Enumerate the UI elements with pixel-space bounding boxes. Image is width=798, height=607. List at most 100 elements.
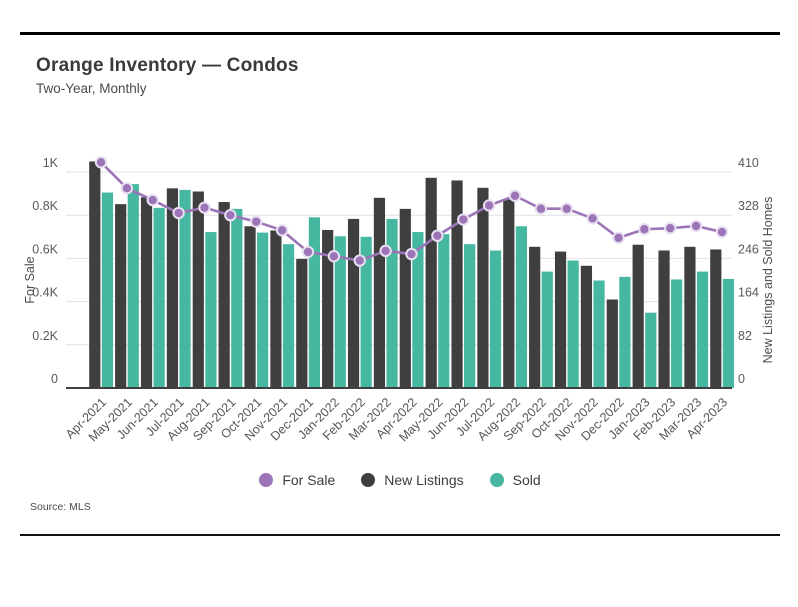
for-sale-point-Nov-2021: [275, 224, 289, 237]
legend-label-for-sale: For Sale: [282, 472, 336, 488]
bar-new-listings-Oct-2021: [244, 226, 256, 388]
bar-new-listings-Mar-2023: [684, 246, 696, 388]
for-sale-point-Nov-2022: [586, 212, 599, 225]
bar-sold-Feb-2022: [360, 236, 372, 388]
left-axis-tick: 0.4K: [32, 286, 58, 300]
bar-new-listings-Jan-2022: [322, 229, 334, 388]
sold-swatch-icon: [489, 473, 504, 487]
bar-sold-Jan-2023: [645, 312, 657, 388]
for-sale-point-Oct-2022: [560, 202, 573, 215]
bar-sold-Oct-2021: [257, 232, 269, 388]
source-note: Source: MLS: [30, 501, 91, 513]
right-axis-title: New Listings and Sold Homes: [761, 197, 775, 364]
for-sale-point-Jan-2023: [638, 223, 651, 236]
for-sale-point-Aug-2022: [508, 189, 522, 202]
for-sale-point-Aug-2021: [198, 201, 211, 214]
bar-sold-Sep-2022: [541, 271, 553, 388]
bar-new-listings-Jun-2021: [140, 197, 153, 388]
bar-sold-Aug-2021: [205, 232, 217, 388]
bar-sold-Nov-2022: [593, 280, 605, 388]
bar-sold-May-2021: [127, 184, 139, 388]
bar-new-listings-Apr-2021: [89, 161, 101, 388]
legend-item-sold: Sold: [489, 472, 541, 488]
for-sale-swatch-icon: [259, 473, 274, 487]
bar-sold-Jun-2021: [153, 207, 165, 388]
bar-sold-Sep-2021: [231, 208, 243, 388]
for-sale-point-Sep-2022: [534, 202, 548, 215]
for-sale-point-Mar-2022: [379, 244, 392, 258]
bar-sold-Mar-2022: [386, 218, 398, 388]
legend-label-new-listings: New Listings: [384, 472, 464, 488]
new-listings-swatch-icon: [361, 473, 376, 487]
chart-header: Orange Inventory — Condos Two-Year, Mont…: [20, 35, 780, 99]
for-sale-point-Dec-2022: [612, 231, 625, 245]
bar-new-listings-Dec-2021: [296, 258, 308, 388]
bar-new-listings-Sep-2021: [218, 202, 230, 388]
bar-new-listings-Aug-2021: [192, 191, 204, 388]
for-sale-point-Dec-2021: [301, 245, 315, 259]
left-axis-tick: 0.2K: [32, 329, 58, 343]
for-sale-point-Apr-2022: [405, 247, 418, 261]
for-sale-point-Apr-2023: [715, 225, 729, 239]
bar-new-listings-Apr-2023: [710, 249, 722, 388]
bar-new-listings-Oct-2022: [554, 251, 567, 388]
bar-sold-May-2022: [438, 234, 450, 388]
for-sale-point-Mar-2023: [689, 219, 703, 233]
bar-sold-Jun-2022: [464, 244, 476, 388]
bar-new-listings-Nov-2021: [270, 230, 282, 388]
bar-new-listings-Nov-2022: [580, 265, 593, 388]
bar-new-listings-Sep-2022: [529, 246, 541, 388]
chart-legend: For Sale New Listings Sold: [20, 467, 780, 493]
bar-sold-Apr-2022: [412, 232, 424, 388]
bar-new-listings-May-2022: [425, 177, 437, 388]
bar-sold-Jul-2021: [179, 189, 191, 388]
bar-new-listings-Jul-2021: [166, 188, 179, 388]
bar-new-listings-Jul-2022: [477, 187, 489, 388]
bar-sold-Jul-2022: [489, 250, 502, 388]
bar-sold-Apr-2023: [722, 278, 734, 388]
left-axis-tick: 0.6K: [32, 242, 58, 256]
bar-sold-Dec-2022: [619, 276, 631, 388]
chart-canvas: 0 0 0.2K 82 0.4K 164 0.6K 246 0.8K 328 1K 410 For Sa…: [23, 156, 775, 444]
for-sale-point-Jul-2022: [482, 199, 496, 212]
right-axis-tick: 328: [738, 199, 759, 213]
left-axis-tick: 0: [51, 372, 58, 386]
bar-new-listings-May-2021: [115, 204, 127, 388]
chart-card: Orange Inventory — Condos Two-Year, Mont…: [20, 32, 780, 536]
left-axis-title: For Sale: [23, 256, 37, 303]
for-sale-point-Feb-2022: [353, 254, 366, 267]
bar-new-listings-Mar-2022: [373, 197, 386, 388]
bar-sold-Aug-2022: [515, 226, 527, 388]
bar-new-listings-Aug-2022: [503, 199, 515, 388]
bar-sold-Jan-2022: [334, 236, 346, 388]
right-axis-tick: 82: [738, 329, 752, 343]
bar-new-listings-Jun-2022: [451, 180, 463, 388]
for-sale-point-Jun-2021: [146, 193, 159, 207]
for-sale-point-Oct-2021: [250, 215, 263, 228]
for-sale-point-Jun-2022: [457, 213, 470, 226]
bar-sold-Oct-2022: [567, 260, 579, 388]
chart-title: Orange Inventory — Condos: [36, 55, 299, 76]
for-sale-point-Feb-2023: [664, 221, 677, 235]
right-axis-tick: 0: [738, 372, 745, 386]
for-sale-point-Sep-2021: [224, 209, 237, 222]
left-axis-tick: 0.8K: [32, 199, 58, 213]
legend-item-new-listings: New Listings: [361, 472, 464, 488]
right-axis-tick: 246: [738, 242, 759, 256]
for-sale-point-Jan-2022: [327, 250, 341, 263]
bar-new-listings-Feb-2023: [658, 250, 670, 388]
for-sale-point-May-2021: [120, 182, 134, 195]
legend-item-for-sale: For Sale: [259, 472, 335, 488]
left-axis-tick: 1K: [43, 156, 59, 170]
bar-new-listings-Jan-2023: [632, 244, 644, 388]
for-sale-point-Apr-2021: [94, 156, 108, 169]
chart-subtitle: Two-Year, Monthly: [36, 81, 147, 96]
right-axis-tick: 410: [738, 156, 759, 170]
bar-sold-Feb-2023: [671, 279, 683, 388]
bar-new-listings-Feb-2022: [347, 218, 360, 388]
right-axis-tick: 164: [738, 286, 759, 300]
bar-sold-Mar-2023: [696, 271, 709, 388]
for-sale-point-Jul-2021: [172, 206, 185, 220]
bar-new-listings-Dec-2022: [606, 299, 618, 388]
for-sale-point-May-2022: [431, 229, 444, 242]
